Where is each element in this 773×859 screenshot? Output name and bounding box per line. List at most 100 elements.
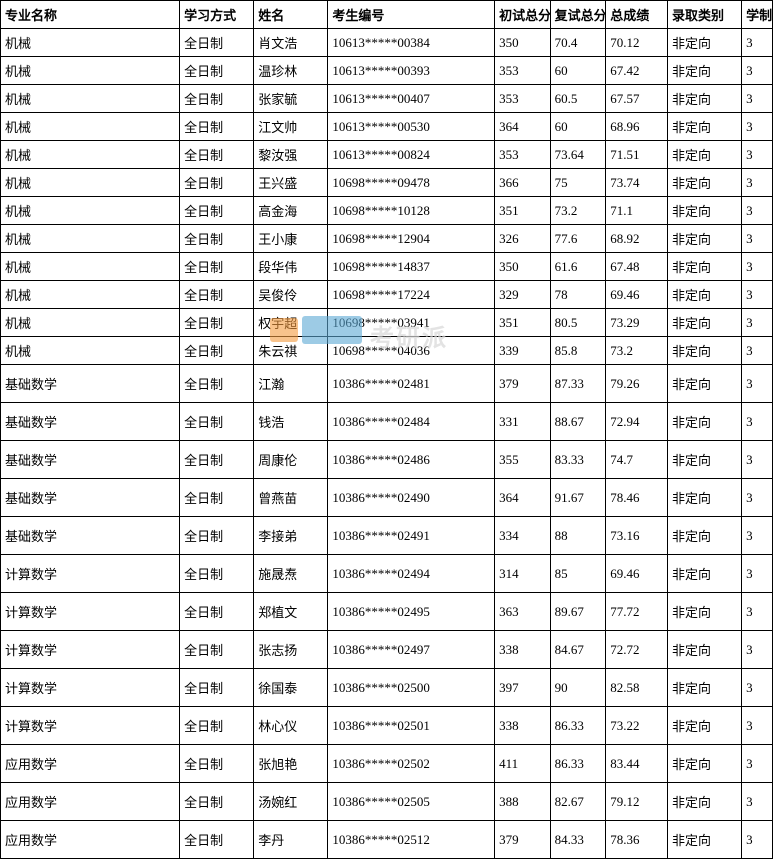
cell-total: 71.51 <box>606 141 668 169</box>
cell-prelim: 314 <box>495 555 551 593</box>
cell-mode: 全日制 <box>180 253 254 281</box>
cell-prelim: 350 <box>495 29 551 57</box>
cell-major: 机械 <box>1 141 180 169</box>
cell-name: 徐国泰 <box>254 669 328 707</box>
table-row: 机械全日制王兴盛10698*****094783667573.74非定向3 <box>1 169 773 197</box>
cell-retest: 84.67 <box>550 631 606 669</box>
cell-type: 非定向 <box>667 197 741 225</box>
cell-type: 非定向 <box>667 745 741 783</box>
table-row: 应用数学全日制汤婉红10386*****0250538882.6779.12非定… <box>1 783 773 821</box>
cell-years: 3 <box>742 57 773 85</box>
cell-exam-id: 10613*****00384 <box>328 29 495 57</box>
cell-years: 3 <box>742 631 773 669</box>
cell-major: 机械 <box>1 85 180 113</box>
cell-name: 肖文浩 <box>254 29 328 57</box>
cell-retest: 73.64 <box>550 141 606 169</box>
cell-total: 70.12 <box>606 29 668 57</box>
table-row: 应用数学全日制李丹10386*****0251237984.3378.36非定向… <box>1 821 773 859</box>
cell-exam-id: 10386*****02491 <box>328 517 495 555</box>
cell-major: 基础数学 <box>1 441 180 479</box>
admission-table: 专业名称 学习方式 姓名 考生编号 初试总分 复试总分 总成绩 录取类别 学制 … <box>0 0 773 859</box>
table-row: 基础数学全日制江瀚10386*****0248137987.3379.26非定向… <box>1 365 773 403</box>
cell-major: 机械 <box>1 113 180 141</box>
cell-retest: 70.4 <box>550 29 606 57</box>
cell-total: 69.46 <box>606 281 668 309</box>
cell-prelim: 388 <box>495 783 551 821</box>
cell-years: 3 <box>742 593 773 631</box>
cell-years: 3 <box>742 707 773 745</box>
cell-major: 应用数学 <box>1 783 180 821</box>
cell-major: 基础数学 <box>1 517 180 555</box>
cell-mode: 全日制 <box>180 631 254 669</box>
cell-exam-id: 10613*****00407 <box>328 85 495 113</box>
cell-mode: 全日制 <box>180 337 254 365</box>
cell-mode: 全日制 <box>180 141 254 169</box>
cell-prelim: 379 <box>495 365 551 403</box>
cell-name: 郑植文 <box>254 593 328 631</box>
cell-type: 非定向 <box>667 309 741 337</box>
cell-prelim: 353 <box>495 57 551 85</box>
cell-name: 施晟焘 <box>254 555 328 593</box>
cell-total: 79.12 <box>606 783 668 821</box>
cell-retest: 84.33 <box>550 821 606 859</box>
cell-retest: 85.8 <box>550 337 606 365</box>
cell-type: 非定向 <box>667 555 741 593</box>
cell-type: 非定向 <box>667 403 741 441</box>
cell-prelim: 353 <box>495 141 551 169</box>
cell-type: 非定向 <box>667 57 741 85</box>
cell-retest: 89.67 <box>550 593 606 631</box>
cell-total: 74.7 <box>606 441 668 479</box>
cell-exam-id: 10698*****09478 <box>328 169 495 197</box>
cell-name: 王兴盛 <box>254 169 328 197</box>
cell-prelim: 363 <box>495 593 551 631</box>
cell-exam-id: 10386*****02484 <box>328 403 495 441</box>
cell-mode: 全日制 <box>180 783 254 821</box>
cell-total: 73.74 <box>606 169 668 197</box>
cell-years: 3 <box>742 821 773 859</box>
cell-total: 79.26 <box>606 365 668 403</box>
cell-name: 黎汝强 <box>254 141 328 169</box>
header-exam-id: 考生编号 <box>328 1 495 29</box>
cell-mode: 全日制 <box>180 403 254 441</box>
cell-mode: 全日制 <box>180 479 254 517</box>
cell-total: 73.22 <box>606 707 668 745</box>
cell-total: 78.46 <box>606 479 668 517</box>
cell-prelim: 338 <box>495 707 551 745</box>
cell-major: 应用数学 <box>1 745 180 783</box>
table-row: 机械全日制温珍林10613*****003933536067.42非定向3 <box>1 57 773 85</box>
cell-total: 73.29 <box>606 309 668 337</box>
cell-exam-id: 10698*****12904 <box>328 225 495 253</box>
cell-exam-id: 10698*****10128 <box>328 197 495 225</box>
cell-years: 3 <box>742 281 773 309</box>
cell-type: 非定向 <box>667 253 741 281</box>
table-row: 基础数学全日制曾燕苗10386*****0249036491.6778.46非定… <box>1 479 773 517</box>
cell-prelim: 338 <box>495 631 551 669</box>
cell-exam-id: 10386*****02495 <box>328 593 495 631</box>
cell-name: 温珍林 <box>254 57 328 85</box>
cell-mode: 全日制 <box>180 441 254 479</box>
cell-prelim: 331 <box>495 403 551 441</box>
cell-name: 张旭艳 <box>254 745 328 783</box>
cell-major: 机械 <box>1 253 180 281</box>
cell-years: 3 <box>742 253 773 281</box>
table-row: 机械全日制黎汝强10613*****0082435373.6471.51非定向3 <box>1 141 773 169</box>
cell-mode: 全日制 <box>180 113 254 141</box>
cell-name: 周康伦 <box>254 441 328 479</box>
cell-total: 69.46 <box>606 555 668 593</box>
cell-retest: 86.33 <box>550 745 606 783</box>
cell-retest: 82.67 <box>550 783 606 821</box>
header-years: 学制 <box>742 1 773 29</box>
cell-name: 李接弟 <box>254 517 328 555</box>
cell-name: 段华伟 <box>254 253 328 281</box>
table-row: 机械全日制权宇超10698*****0394135180.573.29非定向3 <box>1 309 773 337</box>
cell-exam-id: 10698*****14837 <box>328 253 495 281</box>
table-row: 计算数学全日制徐国泰10386*****025003979082.58非定向3 <box>1 669 773 707</box>
cell-retest: 61.6 <box>550 253 606 281</box>
cell-mode: 全日制 <box>180 169 254 197</box>
cell-total: 67.48 <box>606 253 668 281</box>
cell-major: 基础数学 <box>1 365 180 403</box>
cell-major: 计算数学 <box>1 631 180 669</box>
cell-retest: 86.33 <box>550 707 606 745</box>
cell-mode: 全日制 <box>180 225 254 253</box>
cell-years: 3 <box>742 403 773 441</box>
